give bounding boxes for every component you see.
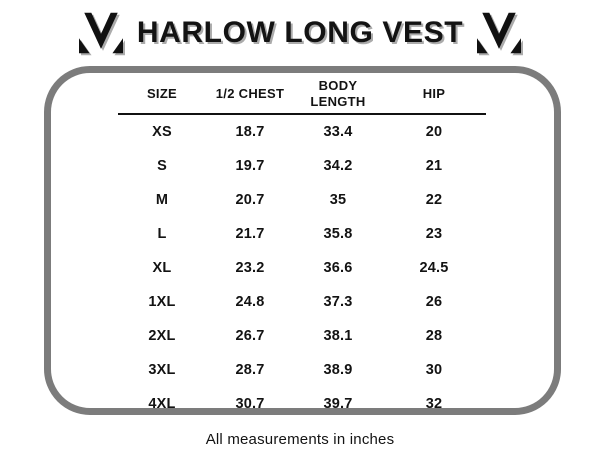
size-row-s: S 19.7 34.2 21 — [118, 149, 486, 183]
size-cell: XL — [152, 260, 172, 276]
half-chest-cell: 26.7 — [235, 328, 265, 344]
half-chest-cell: 30.7 — [235, 396, 265, 412]
column-header-body-length: BODY LENGTH — [294, 75, 382, 115]
size-row-2xl: 2XL 26.7 38.1 28 — [118, 319, 486, 353]
size-cell: M — [155, 192, 169, 208]
half-chest-cell: 19.7 — [235, 158, 265, 174]
body-length-cell: 38.1 — [323, 328, 353, 344]
half-chest-cell: 28.7 — [235, 362, 265, 378]
column-header-size: SIZE — [118, 75, 206, 115]
body-length-cell: 37.3 — [323, 294, 353, 310]
half-chest-cell: 18.7 — [235, 124, 265, 140]
size-cell: 3XL — [148, 362, 176, 378]
size-row-l: L 21.7 35.8 23 — [118, 217, 486, 251]
half-chest-cell: 24.8 — [235, 294, 265, 310]
body-length-cell: 33.4 — [323, 124, 353, 140]
banner: HARLOW LONG VEST — [0, 6, 600, 60]
hip-cell: 22 — [425, 192, 443, 208]
size-cell: L — [157, 226, 167, 242]
body-length-cell: 36.6 — [323, 260, 353, 276]
body-length-cell: 34.2 — [323, 158, 353, 174]
size-chart-frame: SIZE 1/2 CHEST BODY LENGTH HIP XS 18.7 3… — [44, 66, 561, 415]
column-header-half-chest: 1/2 CHEST — [206, 75, 294, 115]
size-chart-table: SIZE 1/2 CHEST BODY LENGTH HIP XS 18.7 3… — [118, 75, 486, 421]
hip-cell: 24.5 — [419, 260, 449, 276]
size-row-m: M 20.7 35 22 — [118, 183, 486, 217]
body-length-cell: 38.9 — [323, 362, 353, 378]
size-cell: S — [157, 158, 167, 174]
brand-m-icon — [78, 12, 123, 54]
size-row-xl: XL 23.2 36.6 24.5 — [118, 251, 486, 285]
half-chest-cell: 20.7 — [235, 192, 265, 208]
size-cell: 4XL — [148, 396, 176, 412]
size-cell: 1XL — [148, 294, 176, 310]
product-title: HARLOW LONG VEST — [136, 16, 464, 49]
half-chest-cell: 23.2 — [235, 260, 265, 276]
body-length-cell: 39.7 — [323, 396, 353, 412]
size-row-4xl: 4XL 30.7 39.7 32 — [118, 387, 486, 421]
header-row: SIZE 1/2 CHEST BODY LENGTH HIP — [118, 75, 486, 115]
body-length-cell: 35.8 — [323, 226, 353, 242]
hip-cell: 30 — [425, 362, 443, 378]
size-row-1xl: 1XL 24.8 37.3 26 — [118, 285, 486, 319]
size-row-3xl: 3XL 28.7 38.9 30 — [118, 353, 486, 387]
half-chest-cell: 21.7 — [235, 226, 265, 242]
hip-cell: 28 — [425, 328, 443, 344]
hip-cell: 32 — [425, 396, 443, 412]
body-length-cell: 35 — [329, 192, 347, 208]
measurement-note: All measurements in inches — [205, 431, 395, 448]
size-cell: 2XL — [148, 328, 176, 344]
hip-cell: 20 — [425, 124, 443, 140]
size-row-xs: XS 18.7 33.4 20 — [118, 114, 486, 149]
hip-cell: 23 — [425, 226, 443, 242]
hip-cell: 21 — [425, 158, 443, 174]
hip-cell: 26 — [425, 294, 443, 310]
size-cell: XS — [152, 124, 172, 140]
brand-m-icon — [477, 12, 522, 54]
column-header-hip: HIP — [382, 75, 486, 115]
